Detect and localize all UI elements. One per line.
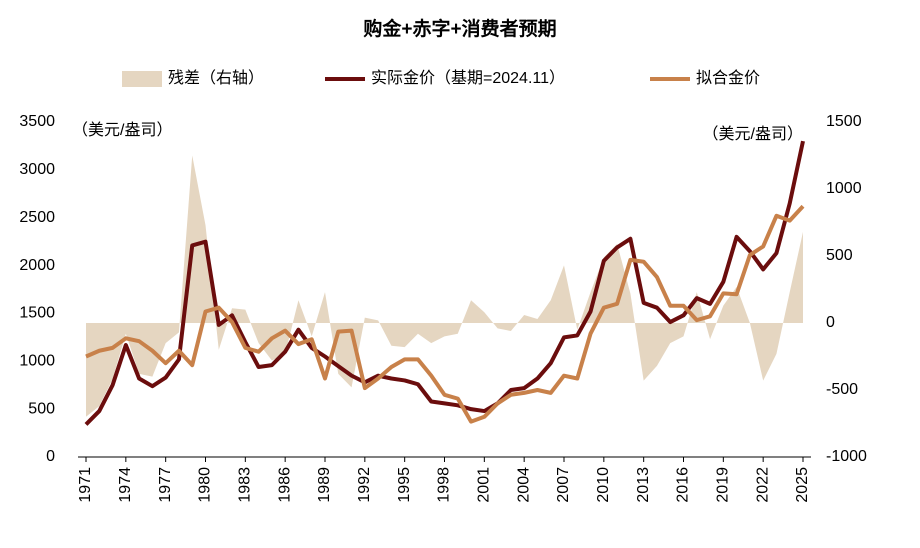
y-tick-label: 3000 <box>19 161 55 178</box>
x-tick-label: 1974 <box>117 467 134 503</box>
y-tick-label: 0 <box>46 448 55 465</box>
y2-axis-label: （美元/盎司） <box>703 125 803 143</box>
y2-tick-label: -1000 <box>826 448 867 465</box>
y2-tick-label: 500 <box>826 247 853 264</box>
x-tick-label: 1989 <box>316 467 333 503</box>
legend-label: 残差（右轴） <box>168 69 264 87</box>
x-tick-label: 2022 <box>754 467 771 503</box>
x-tick-label: 1977 <box>157 467 174 503</box>
x-tick-label: 1986 <box>276 467 293 503</box>
x-tick-label: 1998 <box>436 467 453 503</box>
legend-swatch <box>122 71 162 87</box>
y-tick-label: 1000 <box>19 353 55 370</box>
x-tick-label: 2001 <box>476 467 493 503</box>
x-tick-label: 1995 <box>396 467 413 503</box>
x-tick-label: 2025 <box>794 467 811 503</box>
x-tick-label: 2010 <box>595 467 612 503</box>
legend-label: 拟合金价 <box>696 69 760 87</box>
x-tick-label: 2016 <box>675 467 692 503</box>
price-line <box>84 140 805 426</box>
x-tick-label: 1992 <box>356 467 373 503</box>
y-tick-label: 1500 <box>19 305 55 322</box>
x-tick-label: 1983 <box>237 467 254 503</box>
x-tick-label: 2004 <box>515 467 532 503</box>
y-tick-label: 2000 <box>19 257 55 274</box>
x-tick-label: 1971 <box>77 467 94 503</box>
y2-tick-label: 1500 <box>826 113 862 130</box>
y2-tick-label: 0 <box>826 314 835 331</box>
y2-tick-label: -500 <box>826 381 858 398</box>
chart-title: 购金+赤字+消费者预期 <box>363 17 556 40</box>
residual-area <box>86 155 803 417</box>
x-tick-label: 2013 <box>635 467 652 503</box>
y-tick-label: 2500 <box>19 209 55 226</box>
y-axis-label: （美元/盎司） <box>72 121 172 139</box>
y-tick-label: 500 <box>28 400 55 417</box>
x-tick-label: 2007 <box>555 467 572 503</box>
legend-label: 实际金价（基期=2024.11） <box>371 69 565 87</box>
y2-tick-label: 1000 <box>826 180 862 197</box>
x-tick-label: 2019 <box>715 467 732 503</box>
price-line <box>85 204 805 424</box>
x-tick-label: 1980 <box>197 467 214 503</box>
y-tick-label: 3500 <box>19 113 55 130</box>
